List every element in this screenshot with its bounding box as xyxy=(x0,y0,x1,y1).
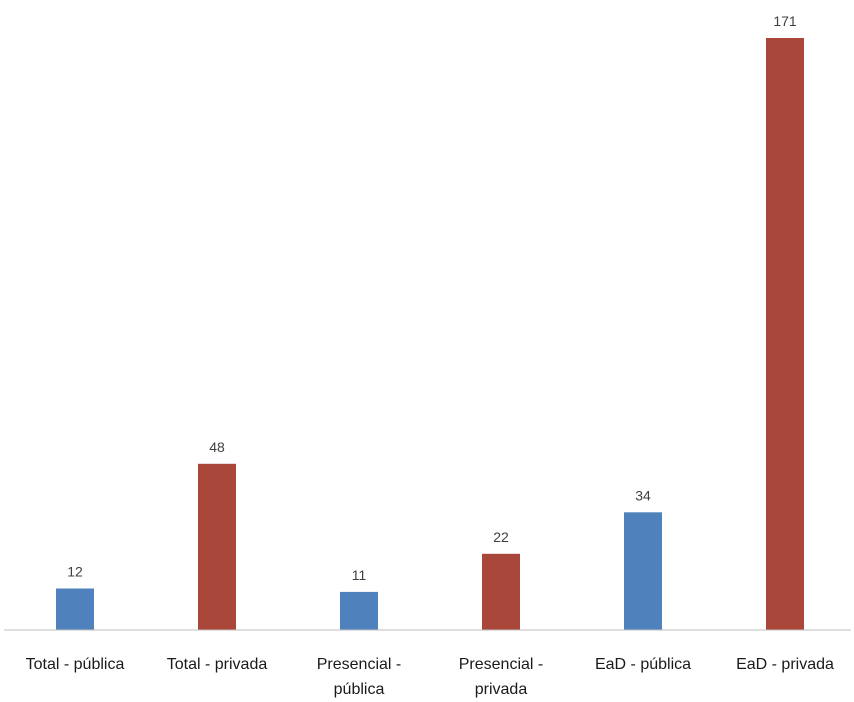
value-labels-group: 12 48 11 22 34 171 xyxy=(67,13,797,583)
category-label-line: EaD - pública xyxy=(595,656,691,673)
bars-group xyxy=(56,38,804,630)
value-label-4: 34 xyxy=(635,487,651,503)
category-label-1: Total - privada xyxy=(167,656,268,673)
bar-2 xyxy=(340,591,378,630)
bar-4 xyxy=(624,512,662,630)
category-label-line: Total - privada xyxy=(167,656,268,673)
category-label-line: privada xyxy=(475,681,528,698)
bar-0 xyxy=(56,588,94,630)
value-label-3: 22 xyxy=(493,529,509,545)
bar-5 xyxy=(766,38,804,630)
value-label-5: 171 xyxy=(773,13,797,29)
value-label-1: 48 xyxy=(209,439,225,455)
category-label-line: Presencial - xyxy=(459,656,543,673)
category-label-4: EaD - pública xyxy=(595,656,691,673)
category-label-3: Presencial - privada xyxy=(459,656,543,698)
category-label-line: EaD - privada xyxy=(736,656,834,673)
category-label-line: Presencial - xyxy=(317,656,401,673)
category-label-line: pública xyxy=(334,681,385,698)
category-label-5: EaD - privada xyxy=(736,656,834,673)
category-label-line: Total - pública xyxy=(26,656,125,673)
value-label-0: 12 xyxy=(67,564,83,580)
bar-3 xyxy=(482,553,520,630)
category-label-2: Presencial - pública xyxy=(317,656,401,698)
value-label-2: 11 xyxy=(352,567,367,583)
bar-1 xyxy=(198,463,236,630)
category-label-0: Total - pública xyxy=(26,656,125,673)
category-labels-group: Total - pública Total - privada Presencial… xyxy=(26,656,834,698)
